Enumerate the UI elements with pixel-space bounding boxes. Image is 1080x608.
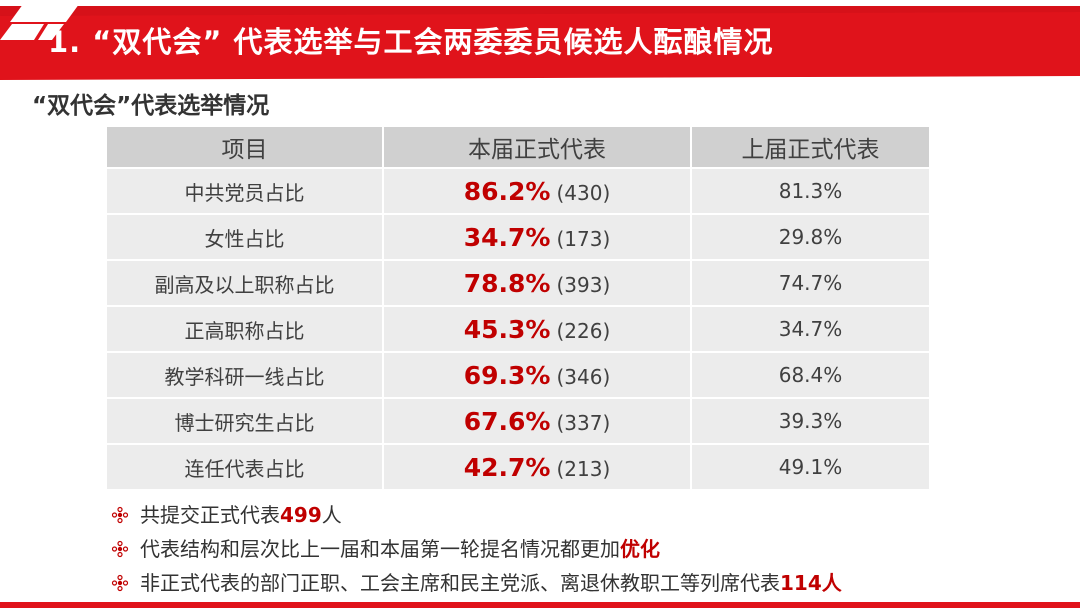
election-table: 项目 本届正式代表 上届正式代表 中共党员占比 86.2% (430) 81.3%…	[107, 125, 929, 491]
note-highlight: 优化	[620, 537, 660, 561]
table-row: 副高及以上职称占比 78.8% (393) 74.7%	[107, 261, 929, 305]
note-text-end: 人	[321, 503, 342, 527]
row-previous: 74.7%	[690, 261, 929, 305]
row-item: 副高及以上职称占比	[107, 261, 382, 305]
row-current: 34.7% (173)	[382, 215, 690, 259]
table-row: 女性占比 34.7% (173) 29.8%	[107, 215, 929, 259]
note-text: 代表结构和层次比上一届和本届第一轮提名情况都更加	[140, 537, 620, 561]
row-item: 博士研究生占比	[107, 399, 382, 443]
header-background	[0, 6, 1080, 80]
row-current: 69.3% (346)	[382, 353, 690, 397]
list-item: 非正式代表的部门正职、工会主席和民主党派、离退休教职工等列席代表 114人	[110, 566, 1070, 600]
current-count: (173)	[556, 226, 611, 251]
row-previous: 39.3%	[690, 399, 929, 443]
flower-bullet-icon	[111, 506, 129, 524]
row-previous: 34.7%	[690, 307, 929, 351]
row-item: 正高职称占比	[107, 307, 382, 351]
brand-logo-icon	[0, 0, 82, 40]
row-item: 女性占比	[107, 215, 382, 259]
row-previous: 68.4%	[690, 353, 929, 397]
page-title: 1. “双代会” 代表选举与工会两委委员候选人酝酿情况	[48, 25, 774, 59]
header-current: 本届正式代表	[382, 127, 690, 167]
current-count: (430)	[556, 180, 611, 205]
row-previous: 81.3%	[690, 169, 929, 213]
current-percent: 86.2%	[463, 176, 551, 206]
header-item: 项目	[107, 127, 382, 167]
notes-list: 共提交正式代表 499 人 代表结构和层次比上一届和本届第一轮提名情况都更加 优化 非…	[110, 498, 1070, 600]
row-current: 86.2% (430)	[382, 169, 690, 213]
row-item: 中共党员占比	[107, 169, 382, 213]
table-row: 博士研究生占比 67.6% (337) 39.3%	[107, 399, 929, 443]
header-previous: 上届正式代表	[690, 127, 929, 167]
flower-bullet-icon	[111, 574, 129, 592]
current-percent: 34.7%	[463, 222, 551, 252]
flower-bullet-icon	[111, 540, 129, 558]
current-count: (346)	[556, 364, 611, 389]
table-row: 中共党员占比 86.2% (430) 81.3%	[107, 169, 929, 213]
row-previous: 49.1%	[690, 445, 929, 489]
current-percent: 69.3%	[463, 360, 551, 390]
current-count: (337)	[556, 410, 611, 435]
row-current: 45.3% (226)	[382, 307, 690, 351]
note-highlight: 499	[280, 503, 322, 527]
list-item: 代表结构和层次比上一届和本届第一轮提名情况都更加 优化	[110, 532, 1070, 566]
note-text: 非正式代表的部门正职、工会主席和民主党派、离退休教职工等列席代表	[140, 571, 780, 595]
current-count: (226)	[556, 318, 611, 343]
row-current: 67.6% (337)	[382, 399, 690, 443]
current-percent: 42.7%	[463, 452, 551, 482]
current-count: (393)	[556, 272, 611, 297]
row-item: 教学科研一线占比	[107, 353, 382, 397]
footer-bar	[0, 602, 1080, 608]
row-current: 42.7% (213)	[382, 445, 690, 489]
note-text: 共提交正式代表	[140, 503, 280, 527]
row-item: 连任代表占比	[107, 445, 382, 489]
header-banner: 1. “双代会” 代表选举与工会两委委员候选人酝酿情况	[0, 0, 1080, 80]
table-header-row: 项目 本届正式代表 上届正式代表	[107, 127, 929, 167]
row-previous: 29.8%	[690, 215, 929, 259]
current-percent: 67.6%	[463, 406, 551, 436]
current-percent: 45.3%	[463, 314, 551, 344]
list-item: 共提交正式代表 499 人	[110, 498, 1070, 532]
current-percent: 78.8%	[463, 268, 551, 298]
table-row: 教学科研一线占比 69.3% (346) 68.4%	[107, 353, 929, 397]
table-row: 连任代表占比 42.7% (213) 49.1%	[107, 445, 929, 489]
note-highlight: 114人	[780, 571, 842, 595]
row-current: 78.8% (393)	[382, 261, 690, 305]
current-count: (213)	[556, 456, 611, 481]
section-subtitle: “双代会”代表选举情况	[32, 93, 270, 119]
table-row: 正高职称占比 45.3% (226) 34.7%	[107, 307, 929, 351]
